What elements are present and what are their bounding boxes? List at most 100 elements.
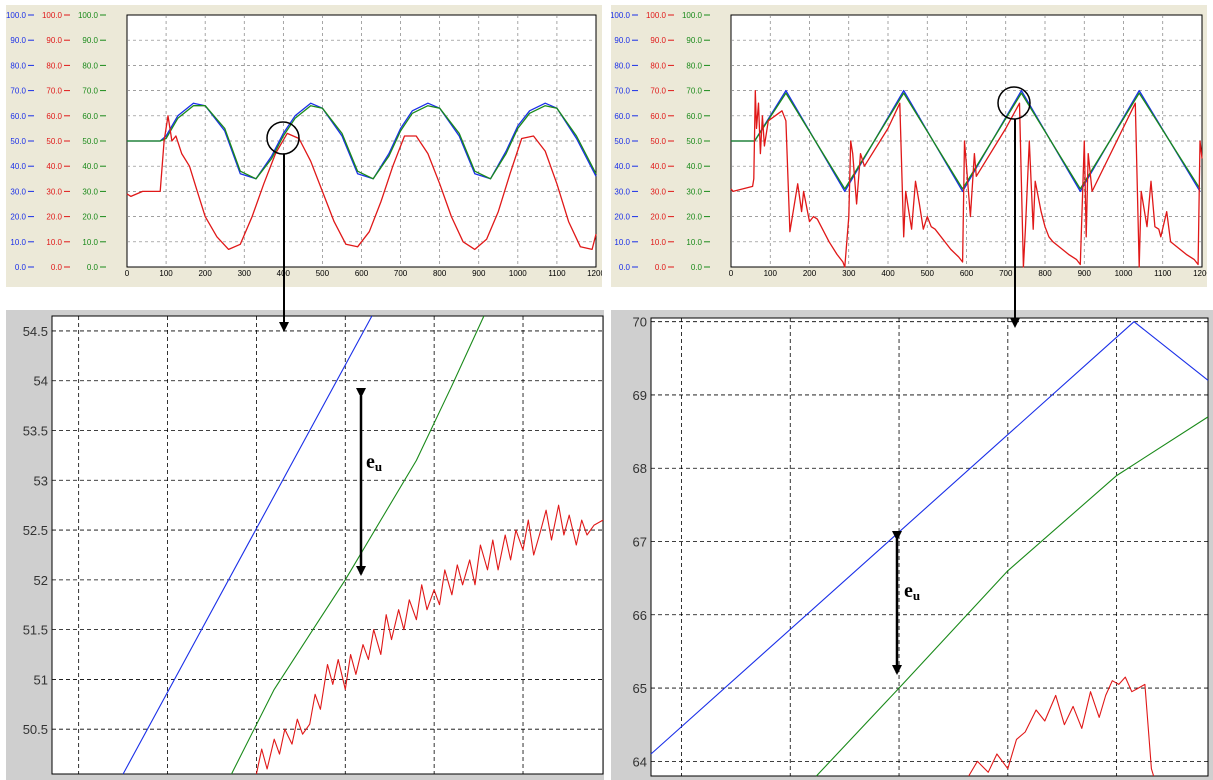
y-tick-label: 90.0 [82,36,98,45]
y-tick-label: 100.0 [682,11,703,20]
y-tick-label: 10.0 [10,238,26,247]
y-tick-label: 70.0 [686,87,702,96]
x-tick-label: 800 [1038,269,1052,278]
y-tick-label: 30.0 [82,187,98,196]
blue-series-line [650,321,1209,755]
x-tick-label: 1000 [1115,269,1133,278]
red-series-line [255,504,604,775]
y-tick-label: 53.5 [23,424,48,439]
y-tick-label: 0.0 [87,263,99,272]
y-tick-label: 60.0 [46,112,62,121]
x-tick-label: 700 [999,269,1013,278]
x-tick-label: 800 [433,269,447,278]
y-tick-label: 66 [633,608,647,623]
y-tick-label: 60.0 [686,112,702,121]
y-tick-label: 50.0 [686,137,702,146]
y-tick-label: 50.0 [614,137,630,146]
y-tick-label: 60.0 [82,112,98,121]
y-tick-label: 30.0 [46,187,62,196]
y-tick-label: 30.0 [10,187,26,196]
x-tick-label: 400 [881,269,895,278]
y-tick-label: 70 [633,315,647,330]
y-tick-label: 68 [633,461,647,476]
green-series-line [731,92,1201,190]
x-tick-label: 200 [803,269,817,278]
red-series-line [126,115,597,251]
x-tick-label: 1100 [548,269,566,278]
y-tick-label: 60.0 [10,112,26,121]
x-tick-label: 500 [316,269,330,278]
y-tick-label: 54 [34,374,48,389]
y-tick-label: 0.0 [51,263,63,272]
y-tick-label: 50.0 [650,137,666,146]
y-tick-label: 53 [34,473,48,488]
y-tick-label: 10.0 [82,238,98,247]
y-tick-label: 30.0 [650,187,666,196]
y-tick-label: 100.0 [42,11,63,20]
x-tick-label: 0 [729,269,734,278]
blue-series-line [122,315,373,775]
y-tick-label: 70.0 [10,87,26,96]
y-tick-label: 80.0 [650,61,666,70]
y-tick-label: 70.0 [46,87,62,96]
sine-overview-chart: 0 100 200 300 400 500 600 700 800 900 1000 1100 120 0… [6,5,602,287]
y-tick-label: 10.0 [614,238,630,247]
y-tick-label: 60.0 [614,112,630,121]
y-tick-label: 0.0 [15,263,27,272]
green-series-line [815,416,1209,777]
y-tick-label: 10.0 [686,238,702,247]
y-tick-label: 51.5 [23,623,48,638]
triangle-zoom-chart: 71071572072573064656667686970 [611,310,1213,780]
y-tick-label: 90.0 [686,36,702,45]
x-tick-label: 900 [472,269,486,278]
y-tick-label: 10.0 [650,238,666,247]
y-tick-label: 40.0 [82,162,98,171]
y-tick-label: 20.0 [82,213,98,222]
y-tick-label: 10.0 [46,238,62,247]
x-tick-label: 900 [1078,269,1092,278]
y-tick-label: 0.0 [619,263,631,272]
y-tick-label: 20.0 [46,213,62,222]
y-tick-label: 50.0 [46,137,62,146]
y-tick-label: 100.0 [646,11,667,20]
y-tick-label: 90.0 [650,36,666,45]
x-tick-label: 300 [842,269,856,278]
x-tick-label: 200 [198,269,212,278]
y-tick-label: 70.0 [82,87,98,96]
x-tick-label: 600 [355,269,369,278]
y-tick-label: 20.0 [614,213,630,222]
x-tick-label: 1000 [509,269,527,278]
y-tick-label: 100.0 [78,11,99,20]
x-tick-label: 500 [921,269,935,278]
red-series-line [730,89,1203,268]
y-tick-label: 70.0 [650,87,666,96]
y-tick-label: 70.0 [614,87,630,96]
x-tick-label: 0 [125,269,130,278]
y-tick-label: 60.0 [650,112,666,121]
x-tick-label: 300 [238,269,252,278]
y-tick-label: 52 [34,573,48,588]
y-tick-label: 40.0 [10,162,26,171]
x-tick-label: 100 [764,269,778,278]
y-tick-label: 90.0 [614,36,630,45]
y-tick-label: 0.0 [691,263,703,272]
y-tick-label: 100.0 [6,11,27,20]
y-tick-label: 20.0 [686,213,702,222]
y-tick-label: 40.0 [650,162,666,171]
y-tick-label: 100.0 [611,11,631,20]
green-series-line [127,105,597,180]
x-tick-label: 400 [277,269,291,278]
y-tick-label: 50.0 [10,137,26,146]
y-tick-label: 50.0 [82,137,98,146]
y-tick-label: 54.5 [23,324,48,339]
y-tick-label: 90.0 [46,36,62,45]
y-tick-label: 40.0 [614,162,630,171]
y-tick-label: 30.0 [686,187,702,196]
x-tick-label: 100 [159,269,173,278]
y-tick-label: 90.0 [10,36,26,45]
sine-zoom-chart: 38539039540040541050.55151.55252.55353.5… [6,310,604,780]
y-tick-label: 20.0 [650,213,666,222]
y-tick-label: 69 [633,388,647,403]
y-tick-label: 65 [633,681,647,696]
